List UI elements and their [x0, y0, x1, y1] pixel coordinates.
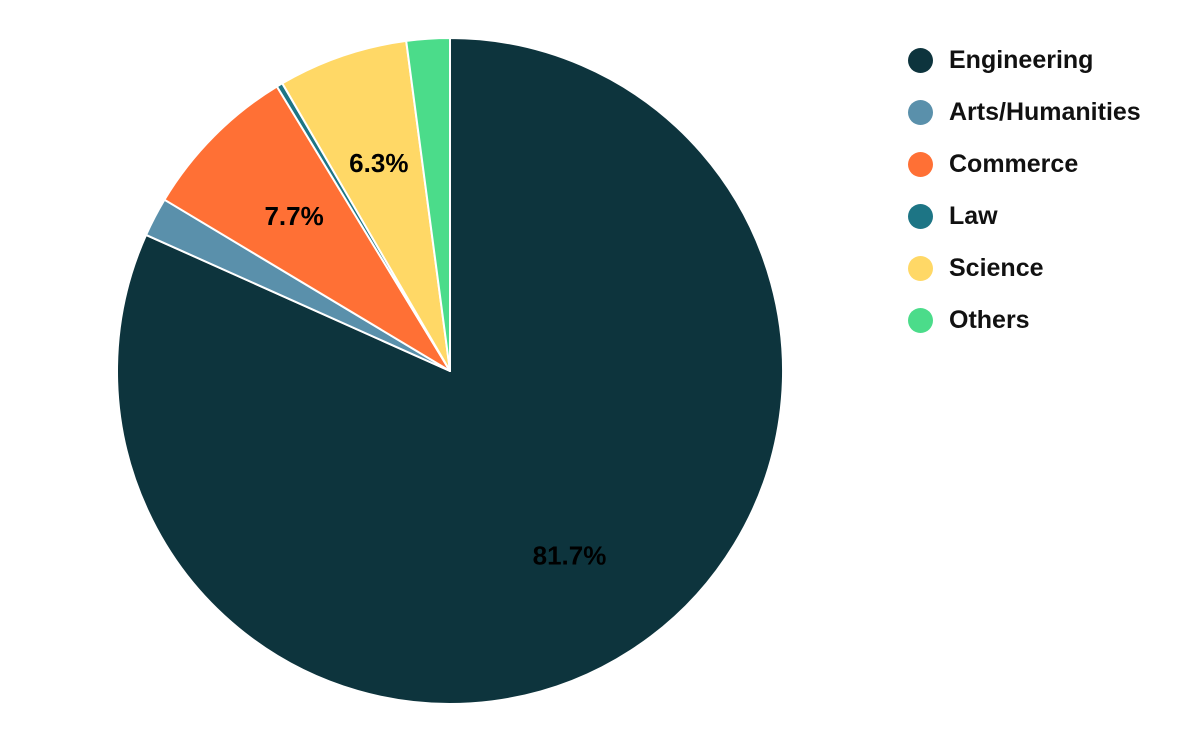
- pie-slices: [116, 37, 784, 705]
- legend-item-others: Others: [908, 294, 1141, 346]
- legend-swatch-science: [908, 255, 933, 281]
- legend-label-arts-humanities: Arts/Humanities: [949, 97, 1141, 126]
- legend-swatch-commerce: [908, 151, 933, 177]
- legend-label-commerce: Commerce: [949, 149, 1079, 178]
- legend-swatch-engineering: [908, 47, 933, 73]
- slice-label-engineering: 81.7%: [533, 540, 607, 570]
- legend-swatch-others: [908, 307, 933, 333]
- legend-swatch-law: [908, 203, 933, 229]
- legend-item-engineering: Engineering: [908, 34, 1141, 86]
- legend-label-engineering: Engineering: [949, 45, 1094, 74]
- slice-label-commerce: 7.7%: [264, 201, 323, 231]
- pie-slice-commerce: [163, 85, 451, 372]
- legend-item-law: Law: [908, 190, 1141, 242]
- pie-slice-science: [281, 39, 451, 372]
- legend-label-law: Law: [949, 201, 998, 230]
- legend-item-commerce: Commerce: [908, 138, 1141, 190]
- pie-slice-labels: 81.7% 7.7% 6.3%: [264, 148, 606, 570]
- legend-swatch-arts-humanities: [908, 99, 933, 125]
- legend-item-science: Science: [908, 242, 1141, 294]
- legend-label-others: Others: [949, 305, 1030, 334]
- pie-slice-others: [405, 37, 451, 372]
- legend-item-arts-humanities: Arts/Humanities: [908, 86, 1141, 138]
- slice-label-science: 6.3%: [349, 148, 408, 178]
- legend: Engineering Arts/Humanities Commerce Law Sci…: [908, 34, 1141, 346]
- legend-label-science: Science: [949, 253, 1044, 282]
